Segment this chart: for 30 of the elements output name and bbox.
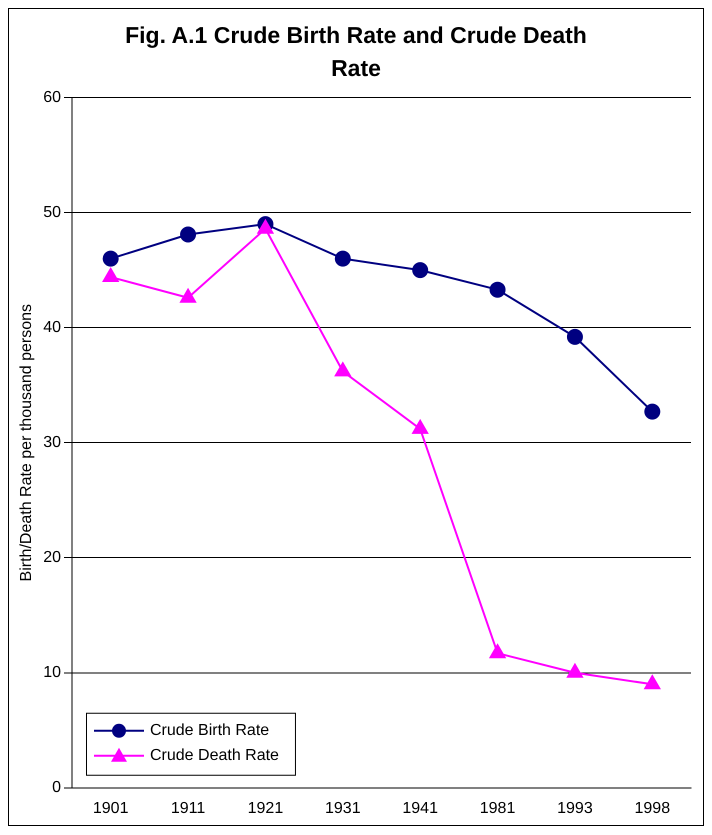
x-tick-label: 1993 <box>557 800 593 817</box>
point <box>490 282 506 298</box>
point <box>567 664 583 678</box>
x-tick-label: 1901 <box>92 800 129 817</box>
y-tick-label: 40 <box>43 319 62 336</box>
point <box>644 404 660 420</box>
legend-label: Crude Death Rate <box>150 747 280 764</box>
point <box>490 644 506 658</box>
x-tick-label: 1931 <box>325 800 361 817</box>
point <box>644 675 660 690</box>
y-tick-label: 20 <box>43 549 62 566</box>
point <box>334 250 351 267</box>
legend-label: Crude Birth Rate <box>150 722 270 740</box>
point <box>412 420 428 434</box>
y-tick-label: 60 <box>43 89 62 106</box>
x-tick-label: 1921 <box>248 800 284 817</box>
y-tick-label: 10 <box>43 664 62 682</box>
point <box>180 226 196 242</box>
point <box>566 328 583 345</box>
x-tick-label: 1998 <box>634 800 670 817</box>
point <box>412 262 428 278</box>
y-tick-label: 30 <box>43 434 62 452</box>
y-tick-label: 0 <box>52 779 62 796</box>
x-tick-label: 1981 <box>480 800 516 817</box>
y-axis-title: Birth/Death Rate per thousand persons <box>18 304 36 582</box>
y-tick-label: 50 <box>43 204 62 222</box>
point <box>102 250 119 267</box>
chart-title: Fig. A.1 Crude Birth Rate and Crude Death Rate <box>124 21 588 83</box>
x-tick-label: 1911 <box>170 800 206 817</box>
x-tick-label: 1941 <box>402 800 438 817</box>
